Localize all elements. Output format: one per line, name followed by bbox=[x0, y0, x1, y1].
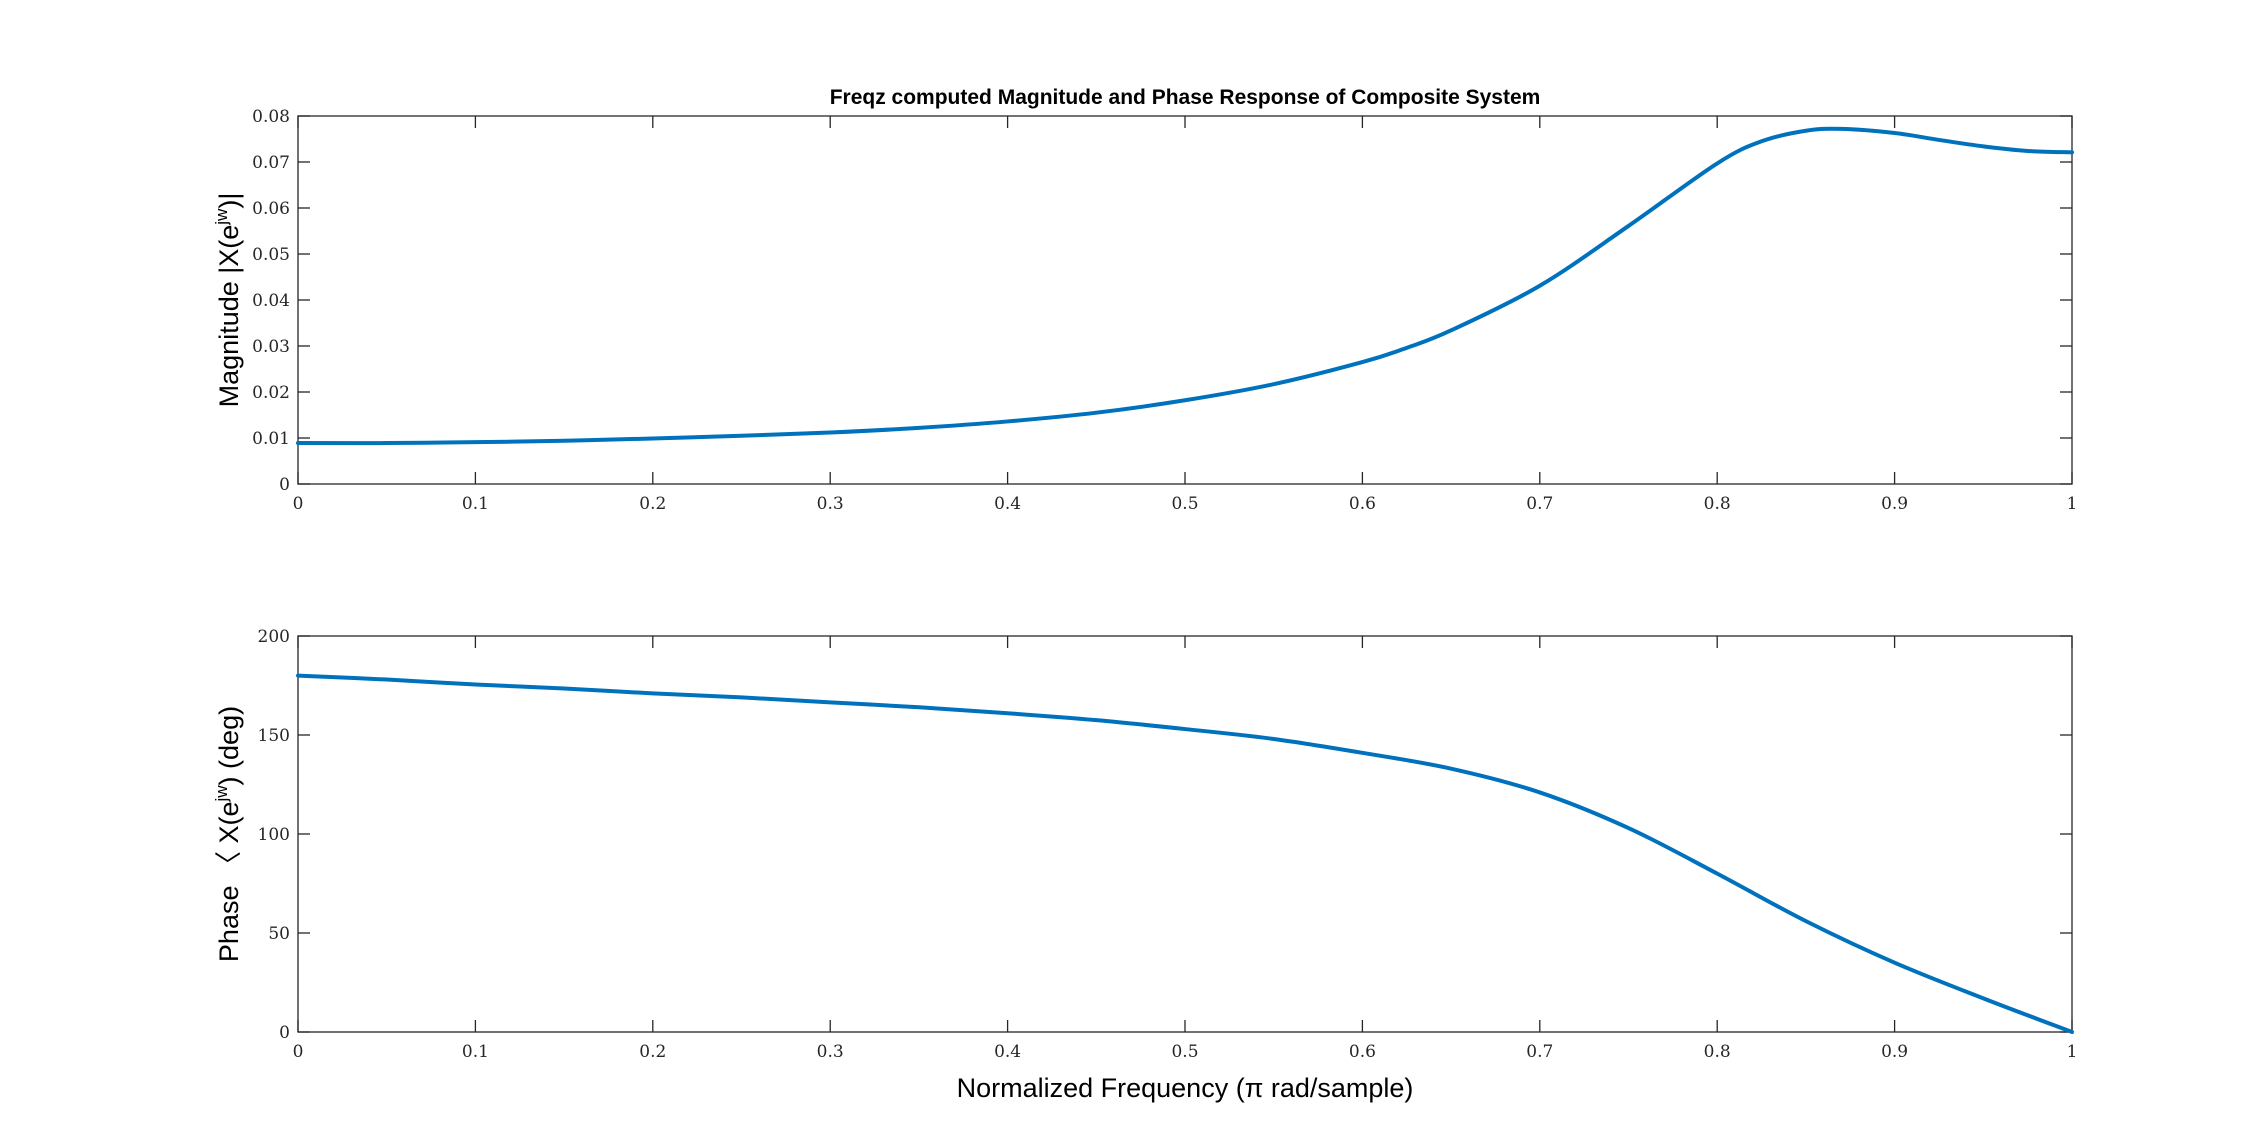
x-tick-label: 1 bbox=[2067, 1042, 2078, 1062]
axes-1: 0 0.1 0.2 0.3 0.4 0.5 0.6 0.7 0.8 0.9 1 0 0.01 0.02 0.… bbox=[212, 86, 2077, 514]
y-tick-label: 0 bbox=[279, 1023, 290, 1043]
y-tick-label: 0.02 bbox=[252, 383, 290, 403]
y-tick-label: 0.03 bbox=[252, 337, 290, 357]
y-tick-label: 0.06 bbox=[252, 199, 290, 219]
x-tick-label: 0.9 bbox=[1881, 1042, 1908, 1062]
x-tick-label: 0.6 bbox=[1349, 494, 1376, 514]
x-tick-label: 0.2 bbox=[639, 1042, 666, 1062]
x-tick-label: 0.1 bbox=[462, 494, 489, 514]
axes-2: 0 0.1 0.2 0.3 0.4 0.5 0.6 0.7 0.8 0.9 1 0 50 100 150 20… bbox=[212, 627, 2077, 1103]
y-axis-label: Magnitude |X(ejw)| bbox=[212, 193, 244, 408]
x-tick-label: 0.8 bbox=[1704, 1042, 1731, 1062]
x-tick-label: 0.7 bbox=[1526, 494, 1553, 514]
axes-box bbox=[297, 635, 2073, 1033]
x-tick-label: 0.7 bbox=[1526, 1042, 1553, 1062]
y-tick-label: 0.07 bbox=[252, 153, 290, 173]
x-tick-label: 0 bbox=[293, 494, 304, 514]
x-tick-label: 0.6 bbox=[1349, 1042, 1376, 1062]
x-tick-label: 0.3 bbox=[817, 1042, 844, 1062]
y-tick-label: 100 bbox=[258, 825, 290, 845]
y-tick-label: 150 bbox=[258, 726, 290, 746]
y-tick-label: 0.08 bbox=[252, 107, 290, 127]
y-tick-label: 0.04 bbox=[252, 291, 290, 311]
x-tick-label: 1 bbox=[2067, 494, 2078, 514]
x-tick-label: 0.4 bbox=[994, 1042, 1021, 1062]
y-axis-label-superscript: jw bbox=[212, 785, 231, 803]
x-tick-label: 0.5 bbox=[1171, 1042, 1198, 1062]
chart-title: Freqz computed Magnitude and Phase Respo… bbox=[830, 86, 1541, 109]
series-line-2 bbox=[296, 673, 2074, 1034]
x-tick-label: 0 bbox=[293, 1042, 304, 1062]
y-tick-label: 0.01 bbox=[252, 429, 290, 449]
y-axis-label: Phase 〈 X(ejw) (deg) bbox=[212, 706, 244, 962]
y-tick-label: 0.05 bbox=[252, 245, 290, 265]
axes-box bbox=[297, 115, 2073, 485]
y-tick-label: 0 bbox=[279, 475, 290, 495]
y-axis-label-text: Magnitude |X(e bbox=[214, 225, 244, 408]
y-tick-label: 50 bbox=[268, 924, 290, 944]
x-tick-label: 0.2 bbox=[639, 494, 666, 514]
x-tick-label: 0.4 bbox=[994, 494, 1021, 514]
y-axis-label-text: Phase 〈 X(e bbox=[214, 802, 244, 963]
x-tick-label: 0.1 bbox=[462, 1042, 489, 1062]
series-line-1 bbox=[296, 126, 2074, 446]
y-axis-label-superscript: jw bbox=[212, 208, 231, 226]
y-axis-label-text: ) (deg) bbox=[214, 706, 244, 786]
x-axis-label: Normalized Frequency (π rad/sample) bbox=[957, 1073, 1414, 1103]
x-tick-label: 0.9 bbox=[1881, 494, 1908, 514]
x-tick-label: 0.3 bbox=[817, 494, 844, 514]
x-tick-label: 0.5 bbox=[1171, 494, 1198, 514]
y-tick-label: 200 bbox=[258, 627, 290, 647]
y-axis-label-text: )| bbox=[214, 193, 244, 209]
x-tick-label: 0.8 bbox=[1704, 494, 1731, 514]
